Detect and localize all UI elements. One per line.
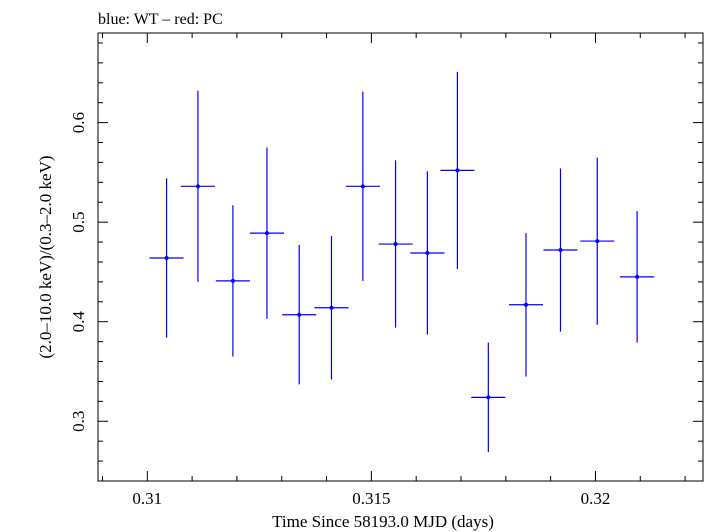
point-marker xyxy=(455,168,460,173)
point-marker xyxy=(195,184,200,189)
point-marker xyxy=(425,251,430,256)
data-point xyxy=(180,90,215,282)
x-axis-label: Time Since 58193.0 MJD (days) xyxy=(272,512,494,531)
point-marker xyxy=(486,395,491,400)
data-point xyxy=(378,160,413,328)
axis-ticks xyxy=(98,33,703,482)
point-marker xyxy=(164,255,169,260)
y-tick-label: 0.5 xyxy=(69,212,88,233)
data-point xyxy=(345,91,380,281)
point-marker xyxy=(523,302,528,307)
y-tick-label: 0.4 xyxy=(69,311,88,333)
x-tick-label: 0.32 xyxy=(581,489,611,508)
point-marker xyxy=(393,242,398,247)
data-point xyxy=(440,71,475,269)
point-marker xyxy=(635,274,640,279)
data-point xyxy=(508,233,544,377)
data-points xyxy=(149,71,655,453)
point-marker xyxy=(558,248,563,253)
data-point xyxy=(410,171,445,335)
x-tick-label: 0.31 xyxy=(132,489,162,508)
point-marker xyxy=(360,184,365,189)
data-point xyxy=(580,157,615,325)
data-point xyxy=(149,178,184,338)
y-tick-label: 0.6 xyxy=(69,112,88,133)
point-marker xyxy=(264,231,269,236)
data-point xyxy=(249,147,284,319)
data-point xyxy=(543,168,578,332)
data-point xyxy=(620,211,655,343)
data-point xyxy=(215,205,250,357)
y-axis-label: (2.0–10.0 keV)/(0.3–2.0 keV) xyxy=(36,155,55,358)
point-marker xyxy=(329,305,334,310)
data-point xyxy=(314,236,349,380)
x-tick-label: 0.315 xyxy=(352,489,390,508)
plot-frame xyxy=(97,32,704,482)
point-marker xyxy=(297,312,302,317)
y-tick-label: 0.3 xyxy=(69,411,88,432)
point-marker xyxy=(230,278,235,283)
axis-tick-labels: 0.31 0.315 0.32 0.3 0.4 0.5 0.6 xyxy=(69,112,610,508)
point-marker xyxy=(595,239,600,244)
data-point xyxy=(282,245,317,385)
chart-title: blue: WT – red: PC xyxy=(98,11,223,28)
data-point xyxy=(471,342,506,453)
